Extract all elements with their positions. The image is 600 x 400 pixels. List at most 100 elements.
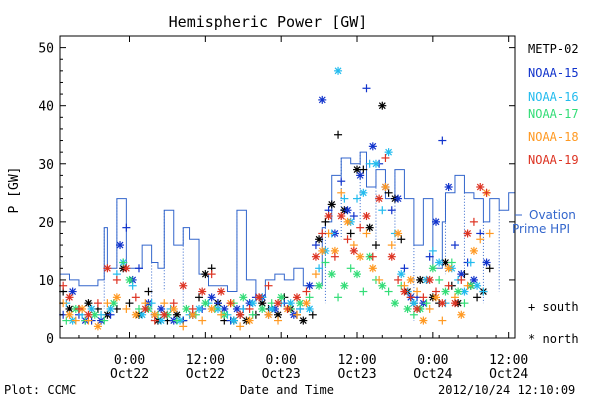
north-point [435,258,444,267]
y-tick-label: 20 [38,216,54,231]
north-point [302,299,311,308]
south-point [100,316,109,325]
north-point [299,316,308,325]
chart-title: Hemispheric Power [GW] [169,13,368,31]
north-point [343,206,352,215]
legend-noaa16: NOAA-16 [528,90,579,104]
north-point [334,66,343,75]
north-point [473,281,482,290]
south-point [346,264,355,273]
x-tick-label-time: 0:00 [417,353,448,368]
south-point [305,293,314,302]
south-point [371,241,380,250]
north-point [201,299,210,308]
north-point [349,246,358,255]
x-tick-label-time: 0:00 [114,353,145,368]
south-point [406,293,415,302]
south-point [413,287,422,296]
x-tick-label-date: Oct22 [186,367,225,382]
south-point [179,322,188,331]
north-point [195,304,204,313]
south-point [450,241,459,250]
marker-legend-north: * north [528,332,579,346]
south-point [311,241,320,250]
north-point [264,310,273,319]
south-point [315,264,324,273]
north-point [419,316,428,325]
south-point [387,241,396,250]
north-point [160,310,169,319]
north-point [84,310,93,319]
north-point [103,264,112,273]
north-symbol: * [528,332,536,346]
north-point [236,310,245,319]
north-point [476,183,485,191]
north-point [454,287,463,296]
north-point [324,212,333,221]
north-point [68,287,77,296]
south-point [375,275,384,284]
x-tick-label-date: Oct23 [337,367,376,382]
north-point [438,299,447,308]
south-point [248,310,257,319]
data-points [59,66,494,331]
south-point [353,194,362,203]
x-tick-label-time: 12:00 [337,353,376,368]
north-point [400,287,409,296]
north-point [444,183,453,191]
north-point [318,95,327,104]
legend-noaa15: NOAA-15 [528,66,579,80]
north-point [277,293,286,302]
north-point [122,264,131,273]
north-point [343,217,352,226]
south-point [409,310,418,319]
north-point [87,304,96,313]
north-point [315,281,324,290]
north-point [248,299,257,308]
ovation-series [60,151,516,321]
south-point [119,258,128,267]
south-point [394,275,403,284]
x-tick-label-time: 12:00 [489,353,528,368]
north-point [157,304,166,313]
south-point [435,275,444,284]
north-point [394,229,403,238]
south-point [112,275,121,284]
south-point [387,206,396,215]
north-point [441,287,450,296]
south-point [340,194,349,203]
south-point [198,316,207,325]
south-point [122,304,131,313]
south-point [292,310,301,319]
north-point [188,310,197,319]
south-point [236,322,245,331]
north-point [356,171,365,180]
north-point [425,275,434,284]
north-point [311,252,320,261]
legend-ovation-line1: Ovation [529,208,576,222]
south-point [400,264,409,273]
south-point [485,264,494,273]
south-point [479,287,488,296]
north-point [179,281,188,290]
south-point [207,270,216,279]
north-point [378,281,387,290]
north-point [378,101,387,110]
north-point [207,293,216,302]
north-point [409,299,418,308]
north-point [207,304,216,313]
south-point [103,299,112,308]
north-point [371,159,380,168]
north-point [387,252,396,261]
south-point [425,252,434,261]
y-axis-label: P [GW] [7,167,22,214]
south-point [131,293,140,302]
y-tick-label: 40 [38,100,54,115]
north-point [305,304,314,313]
north-point [315,235,324,244]
x-tick-label-time: 12:00 [186,353,225,368]
south-point [482,188,491,197]
south-point [444,281,453,290]
north-point [65,310,74,319]
